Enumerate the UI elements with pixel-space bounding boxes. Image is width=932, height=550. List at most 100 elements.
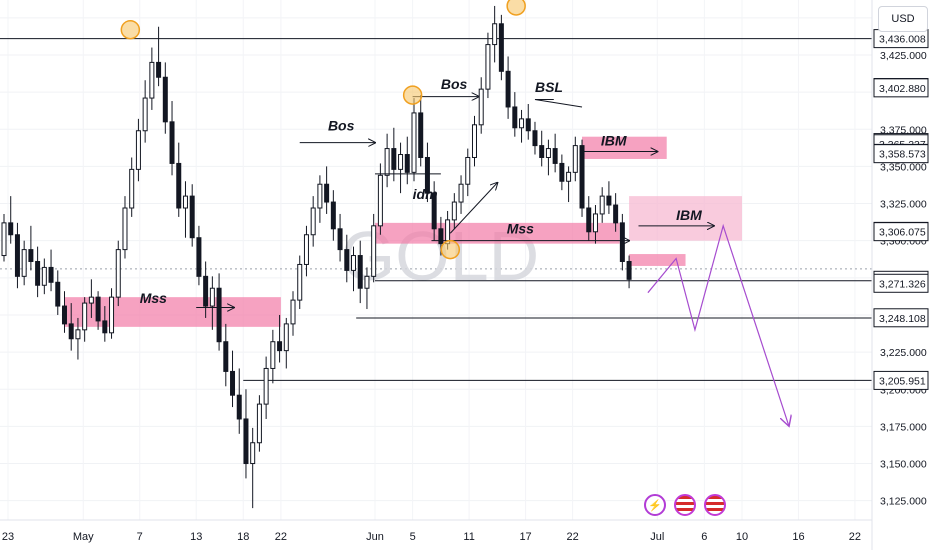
candle-body <box>95 296 101 322</box>
price-tick-label: 3,350.000 <box>880 161 927 173</box>
candle-body <box>559 162 565 182</box>
candle-body <box>619 222 625 262</box>
candle-body <box>149 61 155 99</box>
candle-body <box>525 118 531 132</box>
chart-drawings: Bos Bos BSL idm IBM IBM Mss Mss <box>120 0 789 427</box>
candle-body <box>135 130 141 170</box>
price-tick-label: 3,225.000 <box>880 347 927 359</box>
candle-body <box>169 121 175 164</box>
trend-arrow <box>534 99 583 108</box>
candle-body <box>344 249 350 271</box>
zone-rect <box>582 136 667 159</box>
price-label-text: 3,436.008 <box>879 34 926 46</box>
time-tick-label: Jul <box>650 531 664 543</box>
candle-body <box>290 299 296 325</box>
candle-body <box>88 296 94 304</box>
swing-marker <box>120 19 141 40</box>
time-tick-label: 23 <box>2 531 14 543</box>
candle-body <box>122 207 128 251</box>
price-label-box <box>873 273 929 293</box>
zone-rect <box>629 196 742 241</box>
candle-body <box>424 156 430 194</box>
candle-body <box>566 171 572 182</box>
candle-body <box>431 192 437 230</box>
candle-body <box>519 118 525 129</box>
price-label-text: 3,402.880 <box>879 83 926 95</box>
time-tick-label: 22 <box>275 531 287 543</box>
time-tick-label: 5 <box>410 531 416 543</box>
price-label-text: 3,271.326 <box>879 278 926 290</box>
us-flag-event-icon[interactable] <box>674 494 696 516</box>
price-label-text: 3,205.951 <box>879 375 926 387</box>
price-label-box <box>873 370 929 390</box>
annotation-label: Bos <box>328 118 355 134</box>
time-tick-label: 6 <box>701 531 707 543</box>
zone-rect <box>629 254 686 266</box>
price-tick-label: 3,150.000 <box>880 459 927 471</box>
time-tick-label: 18 <box>237 531 249 543</box>
price-tick-label: 3,175.000 <box>880 421 927 433</box>
annotation-label: IBM <box>601 133 627 149</box>
candle-body <box>465 156 471 185</box>
candle-body <box>317 183 323 209</box>
candle-body <box>230 370 236 396</box>
time-tick-label: 13 <box>190 531 202 543</box>
candle-body <box>552 148 558 164</box>
time-tick-label: May <box>73 531 94 543</box>
time-tick-label: 22 <box>566 531 578 543</box>
candle-body <box>48 266 54 283</box>
candle-body <box>35 260 41 286</box>
candle-body <box>189 195 195 239</box>
candle-body <box>579 145 585 209</box>
candle-body <box>41 266 47 286</box>
candle-body <box>75 329 81 340</box>
candle-body <box>377 174 383 227</box>
swing-marker <box>440 239 461 260</box>
candle-body <box>391 148 397 170</box>
lightning-event-icon[interactable]: ⚡ <box>644 494 666 516</box>
annotation-label: Mss <box>507 220 534 236</box>
candle-body <box>297 263 303 301</box>
price-label-text: 3,248.108 <box>879 313 926 325</box>
candle-body <box>324 183 330 203</box>
candle-body <box>458 183 464 203</box>
candle-body <box>626 260 632 280</box>
candle-body <box>411 112 417 173</box>
us-flag-event-icon-2[interactable] <box>704 494 726 516</box>
price-tick-label: 3,425.000 <box>880 50 927 62</box>
candle-body <box>471 124 477 158</box>
candle-body <box>364 275 370 289</box>
time-tick-label: 16 <box>792 531 804 543</box>
candle-body <box>592 213 598 233</box>
candle-body <box>613 204 619 224</box>
price-label-text: 3,306.075 <box>879 227 926 239</box>
candle-body <box>351 255 357 271</box>
candle-body <box>156 61 162 78</box>
candle-body <box>532 130 538 147</box>
candle-body <box>263 367 269 405</box>
price-axis[interactable]: 3,125.0003,150.0003,175.0003,200.0003,22… <box>871 0 929 550</box>
candle-body <box>270 341 276 369</box>
candle-body <box>606 195 612 206</box>
candle-body <box>21 249 27 277</box>
forecast-path <box>647 223 789 427</box>
candle-body <box>545 148 551 158</box>
time-axis[interactable]: 23 May 7 13 18 22 Jun 5 11 17 22 Jul 6 10 16 22 <box>0 519 872 543</box>
time-tick-label: 17 <box>519 531 531 543</box>
candle-body <box>82 302 88 331</box>
annotation-label: Mss <box>140 290 167 306</box>
candle-body <box>182 195 188 209</box>
currency-selector[interactable]: USD <box>878 6 928 32</box>
price-label-box <box>873 144 929 164</box>
candle-body <box>539 145 545 158</box>
candle-body <box>102 320 108 334</box>
candle-body <box>505 70 511 108</box>
time-tick-label: Jun <box>366 531 384 543</box>
trend-arrow <box>449 183 497 234</box>
candle-body <box>203 275 209 307</box>
candle-body <box>418 112 424 158</box>
candle-body <box>196 237 202 277</box>
candle-body <box>209 287 215 307</box>
candle-body <box>115 249 121 298</box>
